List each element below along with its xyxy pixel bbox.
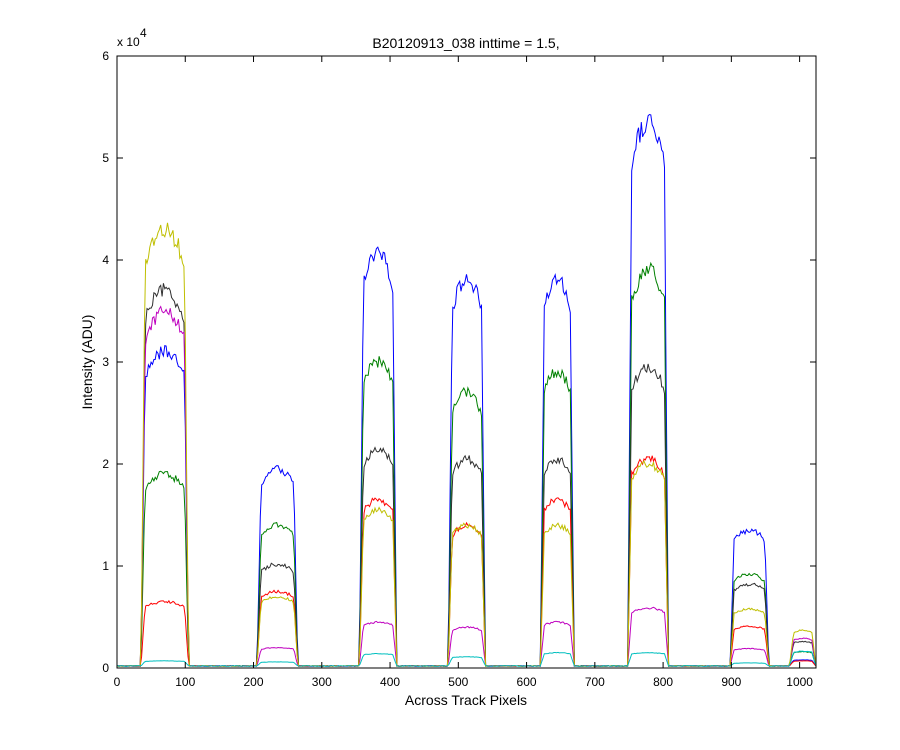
ticks-layer: 0 100 200 300 400 500 600 700 800 900 1000 0 1 2 3 4 5 6 (102, 49, 816, 689)
x-tick-label: 500 (448, 675, 468, 689)
x-tick-label: 800 (653, 675, 673, 689)
x-tick-label: 900 (721, 675, 741, 689)
y-tick-label: 1 (102, 559, 109, 573)
y-tick-label: 6 (102, 49, 109, 63)
x-tick-label: 0 (114, 675, 121, 689)
y-tick-label: 2 (102, 457, 109, 471)
x-tick-label: 100 (175, 675, 195, 689)
x-tick-label: 600 (517, 675, 537, 689)
x-tick-label: 200 (244, 675, 264, 689)
x-tick-label: 400 (380, 675, 400, 689)
x-tick-label: 700 (585, 675, 605, 689)
x-tick-label: 300 (312, 675, 332, 689)
series-layer (116, 113, 817, 667)
x-axis-label: Across Track Pixels (405, 692, 527, 708)
y-tick-label: 5 (102, 151, 109, 165)
plot-background (117, 56, 816, 668)
chart-title: B20120913_038 inttime = 1.5, (372, 35, 559, 51)
y-exponent-power: 4 (140, 26, 147, 40)
series-line-7 (117, 650, 817, 667)
y-tick-label: 0 (102, 661, 109, 675)
y-exponent-label: x 10 (117, 35, 140, 49)
y-tick-label: 3 (102, 355, 109, 369)
y-axis-label: Intensity (ADU) (79, 315, 95, 410)
x-tick-label: 1000 (786, 675, 813, 689)
y-tick-label: 4 (102, 253, 109, 267)
